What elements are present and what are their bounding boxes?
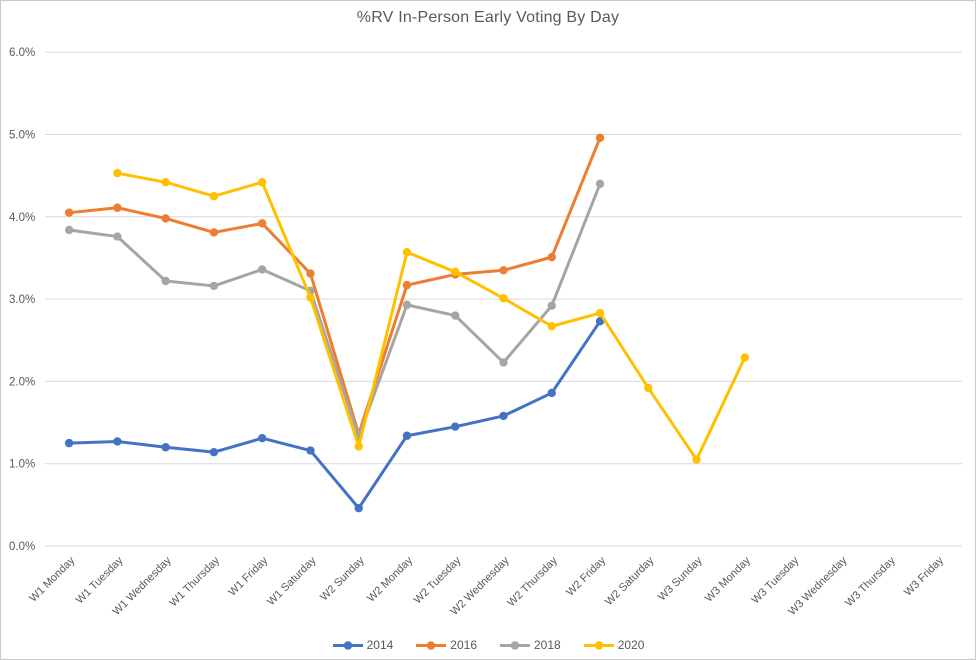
series-line-2020 [115,171,747,462]
legend-label-2014: 2014 [366,638,394,652]
series-marker-2018 [113,232,122,241]
legend-marker-2016 [416,640,447,650]
series-marker-2014 [113,437,122,446]
series-marker-2014 [451,422,460,431]
x-axis-label: W2 Friday [564,554,608,598]
series-marker-2014 [306,446,315,455]
y-axis-label: 0.0% [9,541,35,553]
x-axis-label: W2 Saturday [603,554,657,608]
x-axis-label: W2 Sunday [318,554,367,603]
series-marker-2016 [113,203,122,212]
series-marker-2016 [499,266,508,275]
y-axis-label: 2.0% [9,376,35,388]
series-marker-2016 [64,208,74,217]
legend-item-2014: 2014 [332,638,394,652]
x-axis-label: W1 Friday [226,554,270,598]
series-marker-2018 [161,276,170,286]
series-marker-2018 [402,300,412,310]
x-axis-label: W1 Thursday [167,554,222,609]
y-axis-label: 1.0% [9,459,35,471]
series-line-2014 [67,319,602,510]
x-axis-label: W1 Monday [27,554,77,604]
series-marker-2014 [595,317,605,326]
series-marker-2018 [499,358,508,367]
series-marker-2018 [64,225,74,235]
series-marker-2020 [402,247,412,257]
legend-item-2020: 2020 [583,638,645,652]
series-marker-2016 [161,214,170,223]
x-axis-label: W1 Tuesday [74,554,126,606]
series-marker-2020 [644,383,653,393]
series-marker-2020 [161,178,170,187]
y-axis-label: 5.0% [9,130,35,142]
series-line-2016 [67,136,602,436]
legend-marker-2020 [583,640,614,650]
series-marker-2014 [161,443,170,452]
y-axis-label: 3.0% [9,294,35,306]
series-marker-2018 [595,179,605,189]
series-marker-2014 [402,431,412,440]
series-marker-2014 [209,447,219,457]
series-marker-2014 [547,388,556,398]
series-marker-2020 [354,442,363,451]
series-marker-2018 [451,311,460,320]
legend-label-2020: 2020 [617,638,645,652]
series-marker-2018 [257,265,267,274]
series-marker-2020 [692,455,701,464]
series-marker-2020 [451,267,460,277]
x-axis-label: W3 Monday [703,554,753,604]
series-marker-2016 [402,280,412,290]
series-marker-2016 [209,228,219,237]
series-marker-2016 [306,269,315,278]
series-marker-2020 [499,294,508,303]
x-axis-label: W3 Friday [902,554,946,598]
series-marker-2018 [547,301,556,310]
legend-item-2016: 2016 [415,638,477,652]
series-marker-2020 [257,178,267,187]
series-marker-2020 [113,168,122,178]
x-axis-label: W2 Tuesday [412,554,464,606]
series-marker-2020 [547,322,556,331]
series-marker-2020 [306,293,315,302]
x-axis-label: W2 Monday [365,554,415,604]
x-axis-label: W3 Tuesday [749,554,801,606]
series-marker-2020 [595,308,605,318]
series-marker-2020 [740,353,750,362]
x-axis-label: W1 Saturday [265,554,319,608]
x-axis-label: W3 Thursday [843,554,898,609]
series-marker-2014 [499,411,508,421]
series-marker-2016 [257,219,267,228]
series-marker-2014 [64,438,74,448]
legend-item-2018: 2018 [499,638,561,652]
chart-title: %RV In-Person Early Voting By Day [356,9,620,26]
legend-marker-2014 [332,640,363,650]
series-line-2018 [67,182,602,439]
series-marker-2016 [595,133,605,142]
chart-legend: 2014 2016 2018 2020 [1,638,975,652]
series-marker-2014 [354,503,363,513]
series-marker-2018 [209,281,219,291]
series-marker-2020 [209,192,219,201]
series-marker-2016 [547,252,556,262]
legend-marker-2018 [500,640,530,650]
x-axis-label: W3 Sunday [656,554,705,603]
legend-label-2018: 2018 [534,638,561,652]
y-axis-label: 6.0% [9,47,35,59]
legend-label-2016: 2016 [450,638,477,652]
series-marker-2014 [257,433,267,443]
y-axis-label: 4.0% [9,212,35,224]
x-axis-label: W2 Thursday [505,554,560,609]
